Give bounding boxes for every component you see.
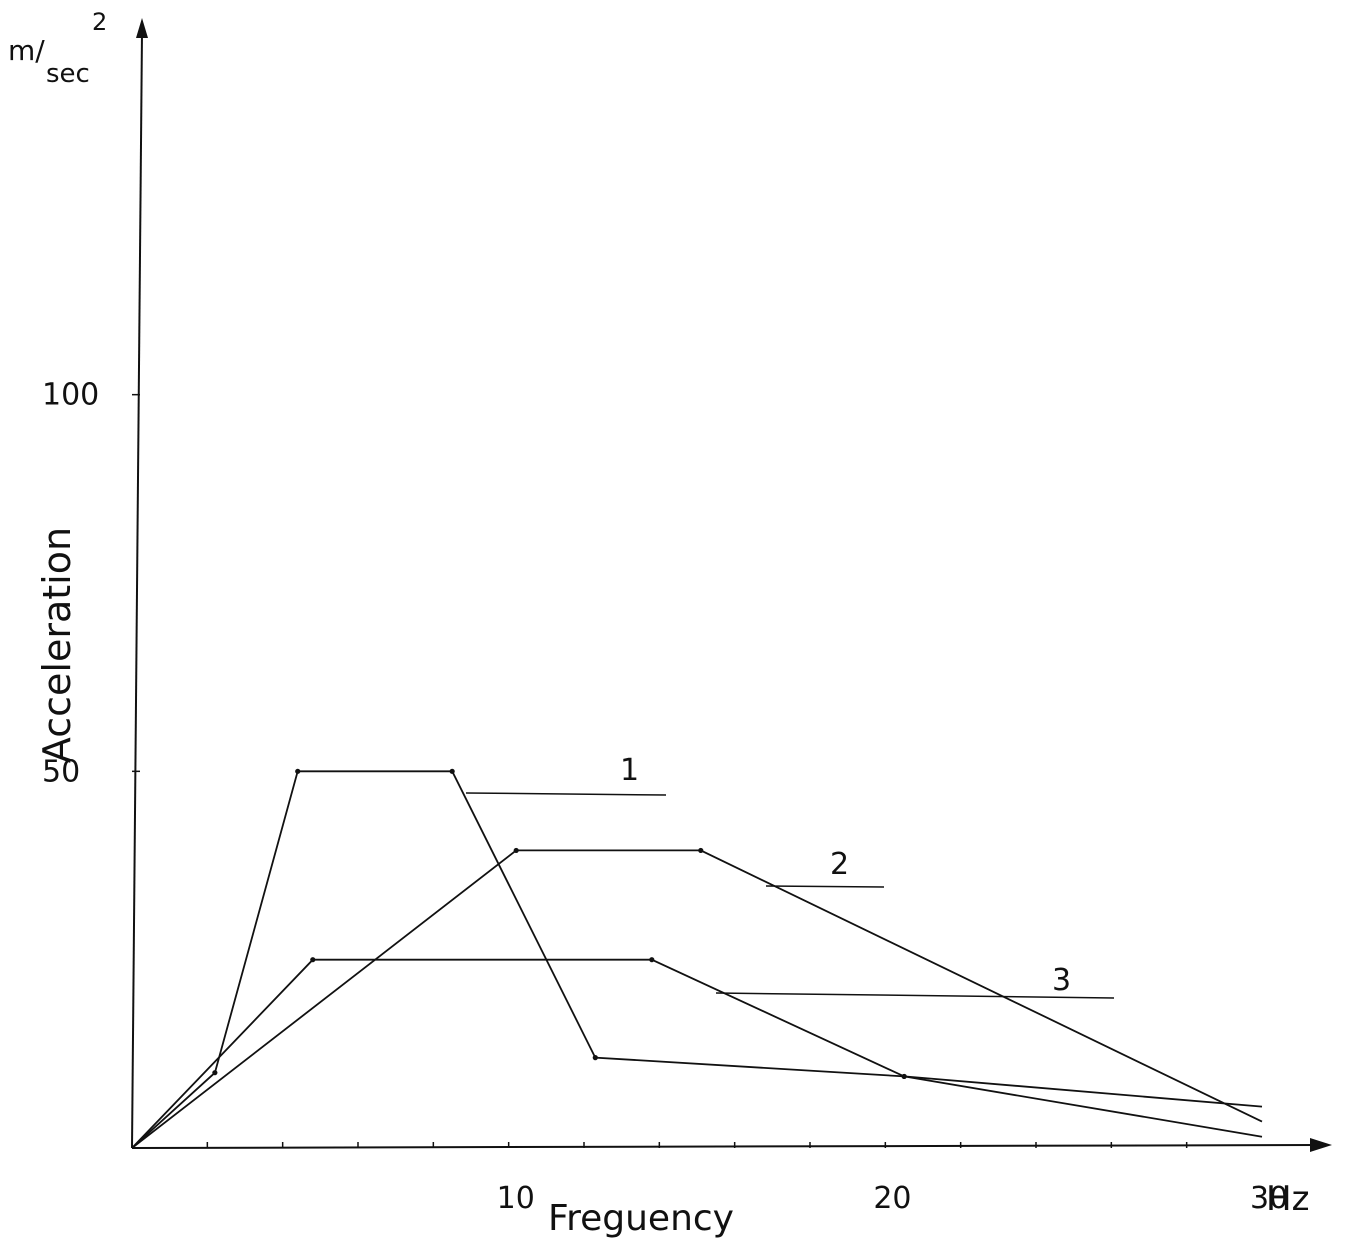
data-point <box>449 768 455 774</box>
series-1 <box>131 768 1263 1149</box>
data-point <box>592 1055 598 1061</box>
data-point <box>649 957 655 963</box>
y-axis <box>131 31 143 1149</box>
y-axis-label: Acceleration <box>35 527 79 763</box>
x-tick-label: 20 <box>873 1181 911 1216</box>
y-axis-unit: m/ <box>8 34 45 67</box>
x-ticks: 10 20 30 <box>206 1142 1288 1216</box>
x-axis-label: Freguency <box>548 1198 734 1239</box>
data-point <box>901 1073 907 1080</box>
y-axis-arrow <box>136 18 148 38</box>
data-point <box>698 847 704 854</box>
x-tick-label: 10 <box>497 1181 535 1216</box>
series-3 <box>131 957 1263 1149</box>
series-line-3 <box>131 958 1263 1149</box>
series-leader-line <box>715 992 1115 999</box>
series-2 <box>131 847 1263 1149</box>
data-point <box>295 768 301 774</box>
y-ticks: 50 100 <box>42 378 140 789</box>
data-point <box>212 1070 218 1076</box>
series-label: 2 <box>830 847 849 882</box>
x-axis-unit: Hz <box>1266 1179 1309 1219</box>
data-point <box>310 957 316 963</box>
series-leaders: 1 2 3 <box>465 753 1115 999</box>
series-group <box>131 768 1263 1149</box>
y-tick-label: 100 <box>42 378 99 413</box>
series-label: 3 <box>1052 963 1071 998</box>
series-line-1 <box>131 770 1263 1149</box>
y-axis-unit-denominator: sec <box>46 59 90 89</box>
axes <box>131 18 1332 1152</box>
series-label: 1 <box>620 753 639 788</box>
x-tick-label: 30 <box>1250 1181 1288 1216</box>
x-axis-arrow <box>1310 1138 1332 1152</box>
y-tick-label: 50 <box>42 754 80 789</box>
x-axis <box>131 1144 1319 1149</box>
series-leader-line <box>765 885 885 888</box>
y-axis-unit-exponent: 2 <box>92 8 107 36</box>
series-line-2 <box>131 849 1263 1149</box>
series-leader-line <box>465 792 667 796</box>
data-point <box>513 847 519 854</box>
